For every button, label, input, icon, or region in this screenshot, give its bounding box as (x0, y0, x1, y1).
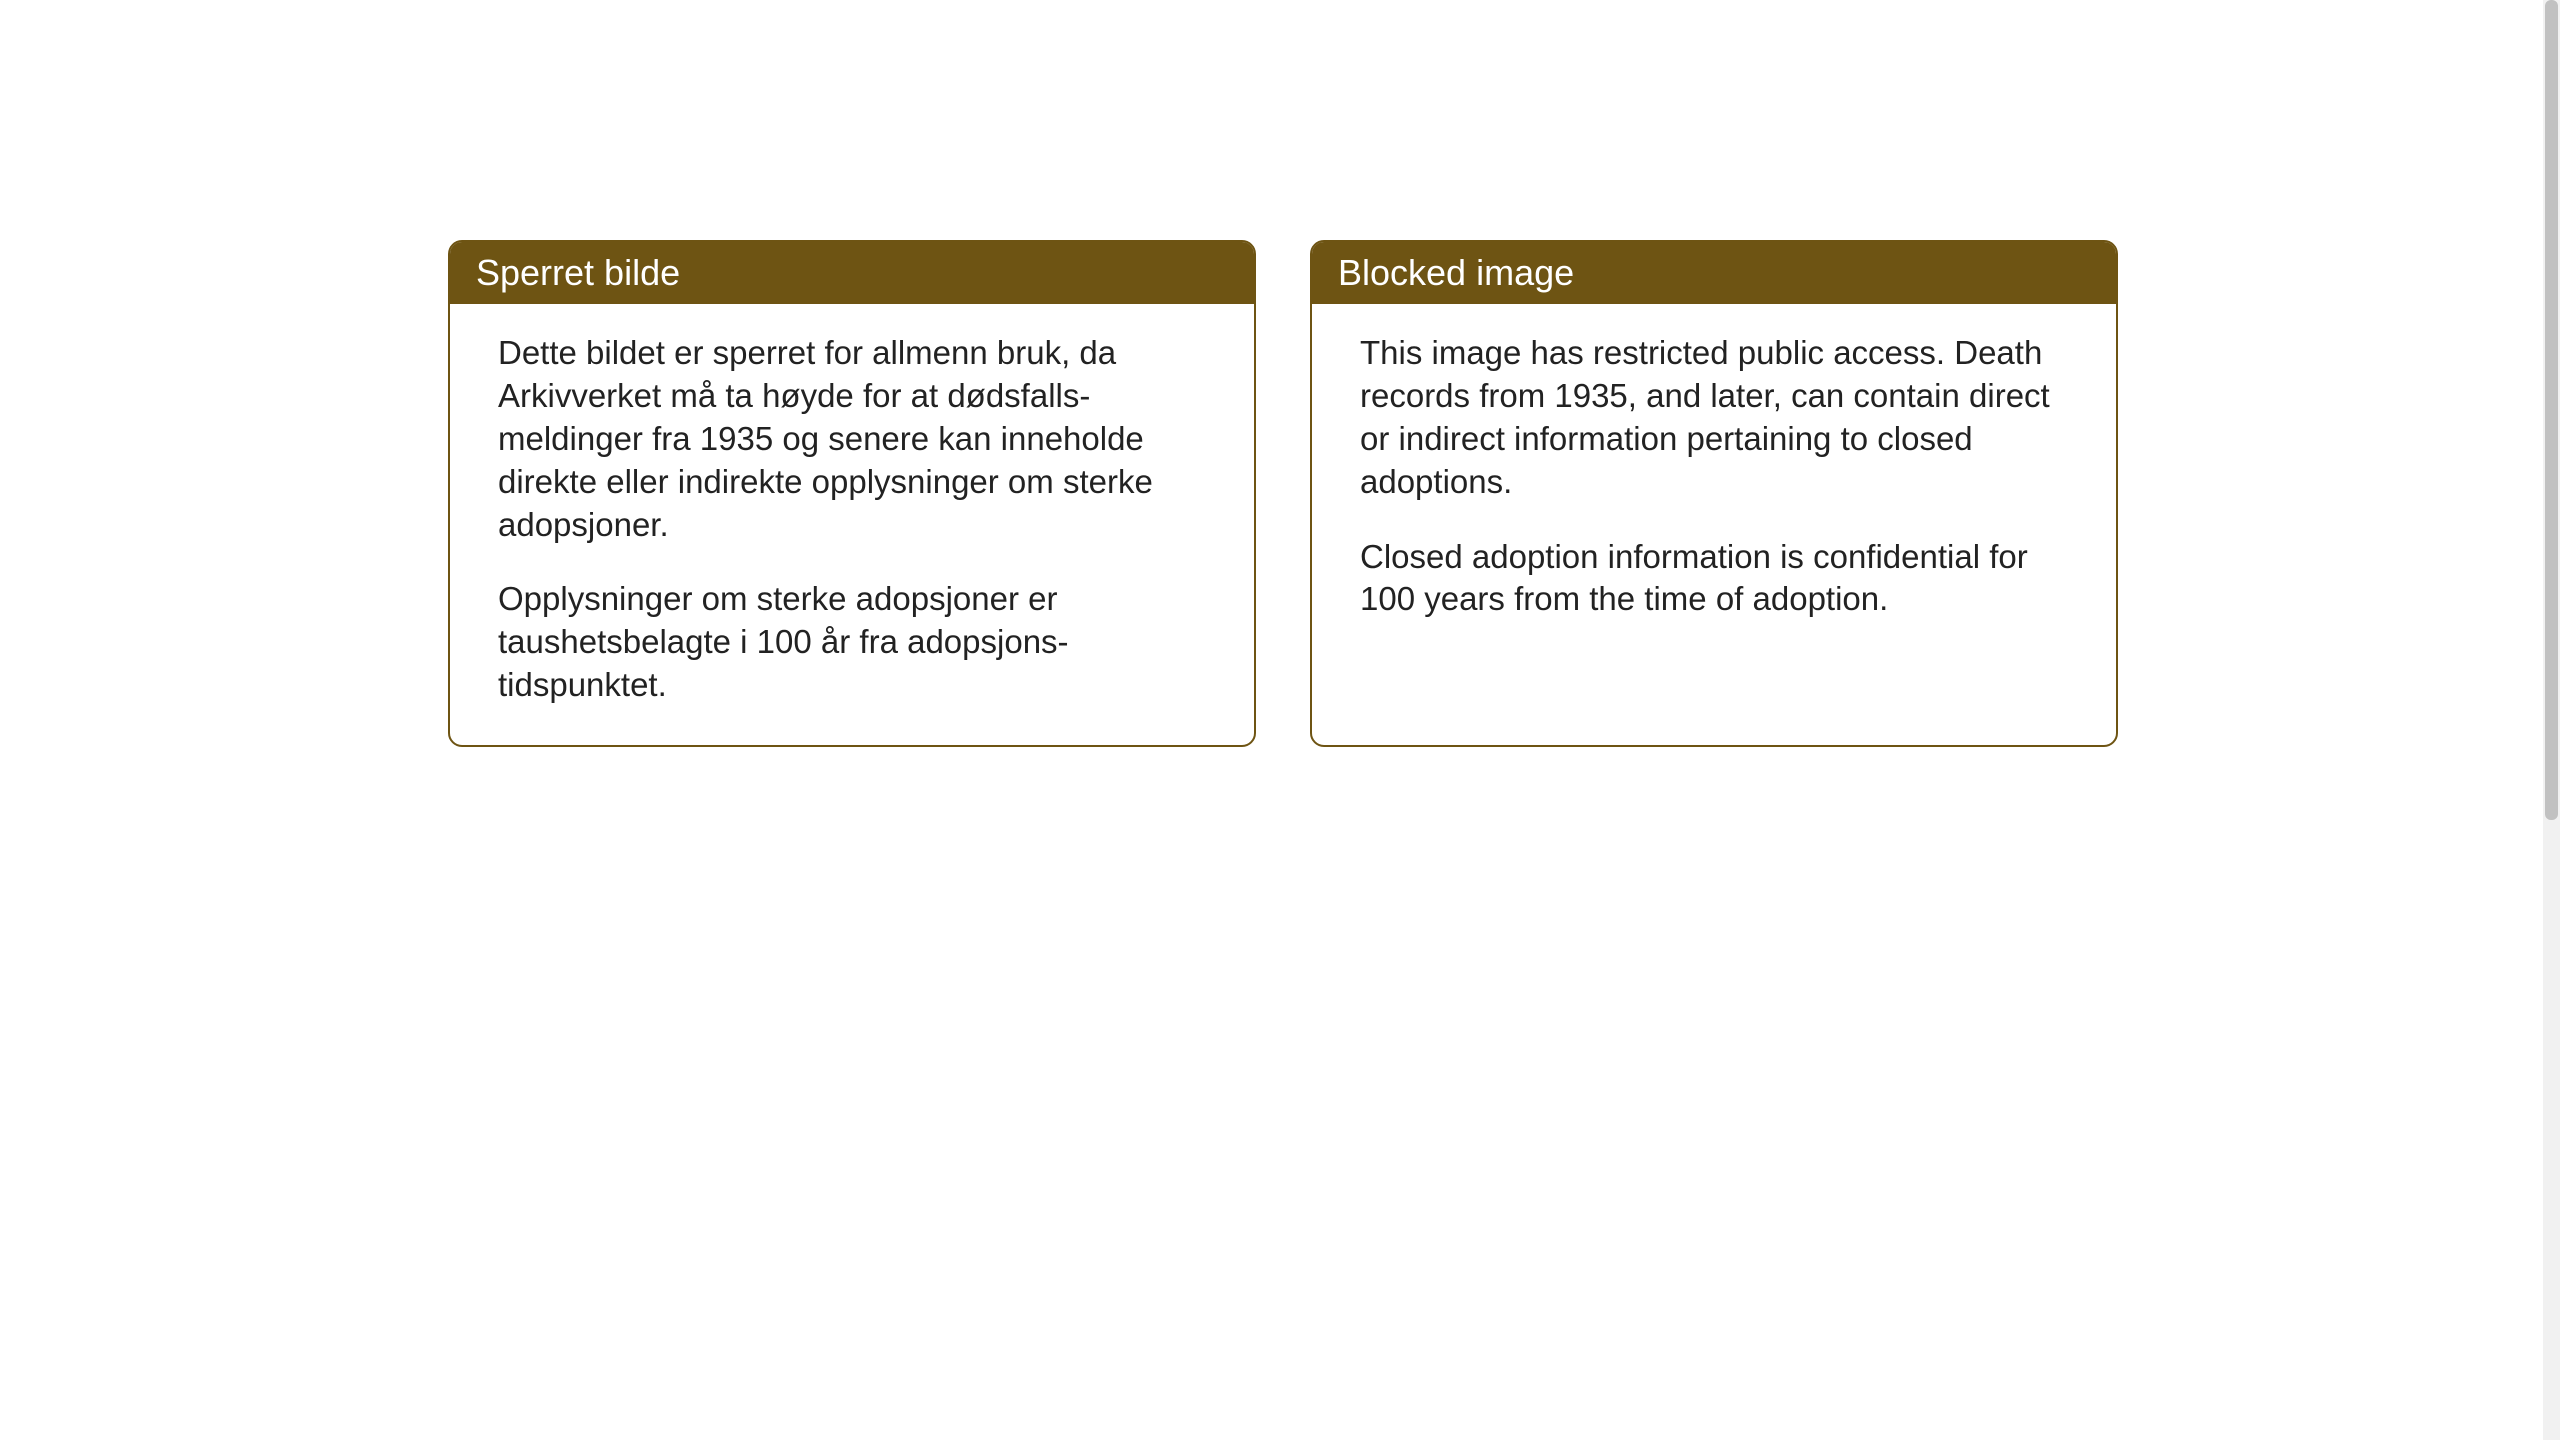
norwegian-paragraph-2: Opplysninger om sterke adopsjoner er tau… (498, 578, 1206, 707)
vertical-scrollbar-thumb[interactable] (2545, 0, 2558, 820)
english-notice-card: Blocked image This image has restricted … (1310, 240, 2118, 747)
english-card-body: This image has restricted public access.… (1312, 304, 2116, 659)
norwegian-paragraph-1: Dette bildet er sperret for allmenn bruk… (498, 332, 1206, 546)
english-paragraph-1: This image has restricted public access.… (1360, 332, 2068, 504)
norwegian-card-title: Sperret bilde (450, 242, 1254, 304)
norwegian-notice-card: Sperret bilde Dette bildet er sperret fo… (448, 240, 1256, 747)
notice-cards-container: Sperret bilde Dette bildet er sperret fo… (448, 240, 2118, 747)
norwegian-card-body: Dette bildet er sperret for allmenn bruk… (450, 304, 1254, 745)
english-card-title: Blocked image (1312, 242, 2116, 304)
english-paragraph-2: Closed adoption information is confident… (1360, 536, 2068, 622)
vertical-scrollbar-track[interactable] (2543, 0, 2560, 1440)
